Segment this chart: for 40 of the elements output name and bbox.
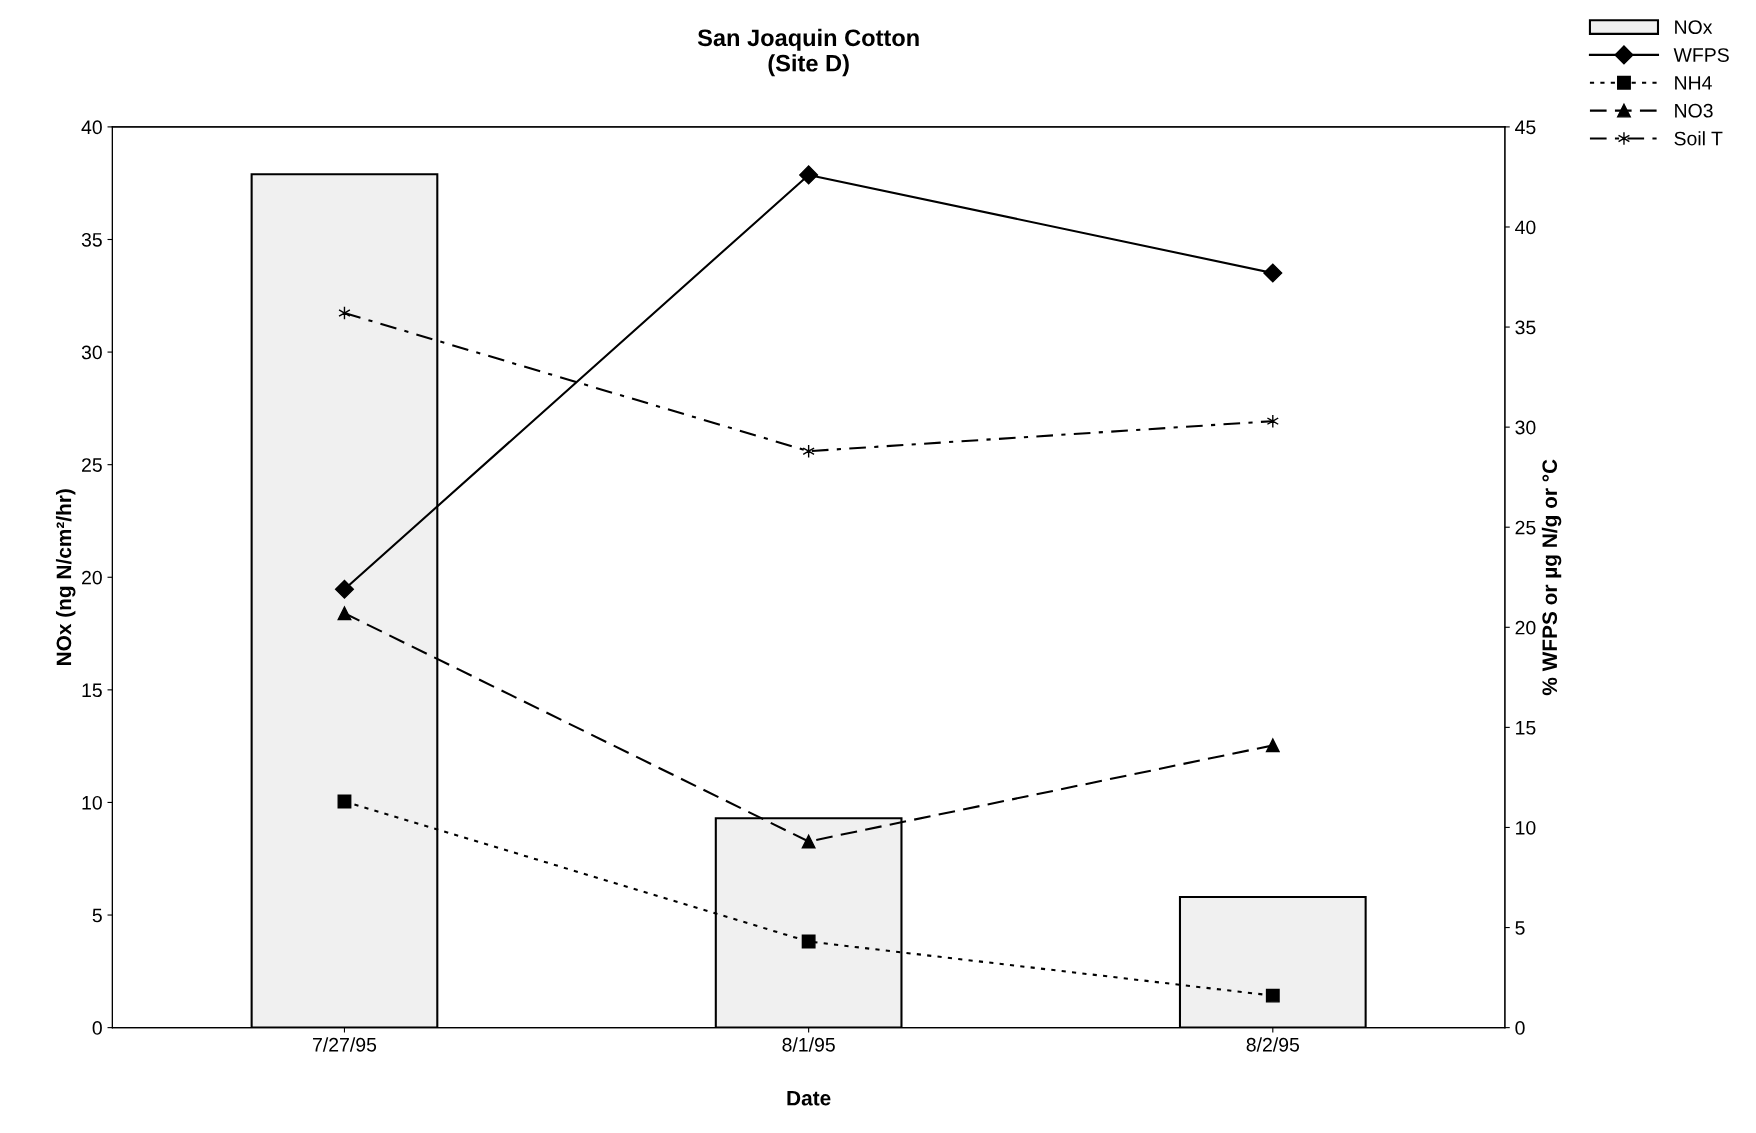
y2-tick-label: 5 — [1515, 921, 1525, 935]
y-tick-label: 10 — [82, 795, 102, 810]
point — [799, 165, 819, 185]
y2-axis-title: % WFPS or µg N/g or °C — [1541, 459, 1562, 696]
chart-title: San Joaquin Cotton (Site D) — [697, 28, 919, 77]
y-tick-label: 30 — [81, 345, 102, 360]
y2-tick-label: 40 — [1515, 220, 1536, 235]
y2-tick-label: 25 — [1515, 520, 1536, 535]
x-tick-label: 8/1/95 — [782, 1037, 835, 1052]
y-tick-label: 25 — [82, 458, 102, 472]
point — [801, 934, 816, 949]
y2-tick-label: 30 — [1515, 420, 1536, 435]
point — [1263, 263, 1283, 283]
point — [1265, 738, 1280, 753]
point — [334, 579, 355, 599]
point — [1265, 988, 1280, 1003]
legend-label: NOx — [1675, 20, 1713, 35]
y-axis-title: NOx (ng N/cm²/hr) — [55, 489, 76, 665]
y-tick-label: 15 — [82, 683, 102, 698]
y-tick-label: 20 — [82, 570, 102, 585]
y-tick-label: 40 — [81, 120, 102, 135]
x-tick-label: 7/27/95 — [313, 1037, 377, 1052]
x-tick-label: 8/2/95 — [1246, 1037, 1300, 1052]
point — [801, 834, 816, 849]
y2-tick-label: 20 — [1515, 620, 1536, 635]
y-tick-label: 35 — [81, 232, 102, 247]
y-tick-label: 5 — [92, 908, 102, 923]
y2-tick-label: 45 — [1515, 120, 1536, 135]
y2-tick-label: 0 — [1515, 1021, 1525, 1035]
legend-label: NO3 — [1675, 103, 1713, 118]
x-axis-title: Date — [787, 1090, 831, 1106]
point — [337, 606, 352, 621]
point — [1266, 414, 1279, 429]
legend-label: Soil T — [1674, 131, 1723, 146]
y2-tick-label: 10 — [1516, 820, 1536, 835]
y2-tick-label: 35 — [1515, 320, 1536, 335]
legend-label: WFPS — [1673, 48, 1729, 62]
y-tick-label: 0 — [92, 1021, 102, 1035]
y2-tick-label: 15 — [1516, 721, 1536, 735]
legend-label: NH4 — [1675, 76, 1712, 90]
